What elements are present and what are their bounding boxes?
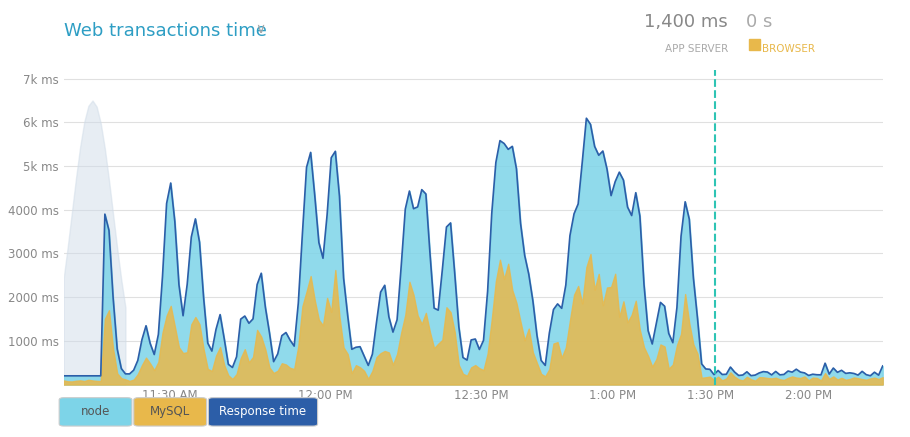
Text: BROWSER: BROWSER [762,44,814,54]
Text: Response time: Response time [219,405,307,418]
Text: APP SERVER: APP SERVER [664,44,728,54]
Text: 1,400 ms: 1,400 ms [644,13,728,31]
Text: MySQL: MySQL [150,405,190,418]
Text: node: node [81,405,110,418]
Text: ∨: ∨ [255,22,265,36]
Text: 0 s: 0 s [746,13,773,31]
Text: Web transactions time: Web transactions time [64,22,267,40]
